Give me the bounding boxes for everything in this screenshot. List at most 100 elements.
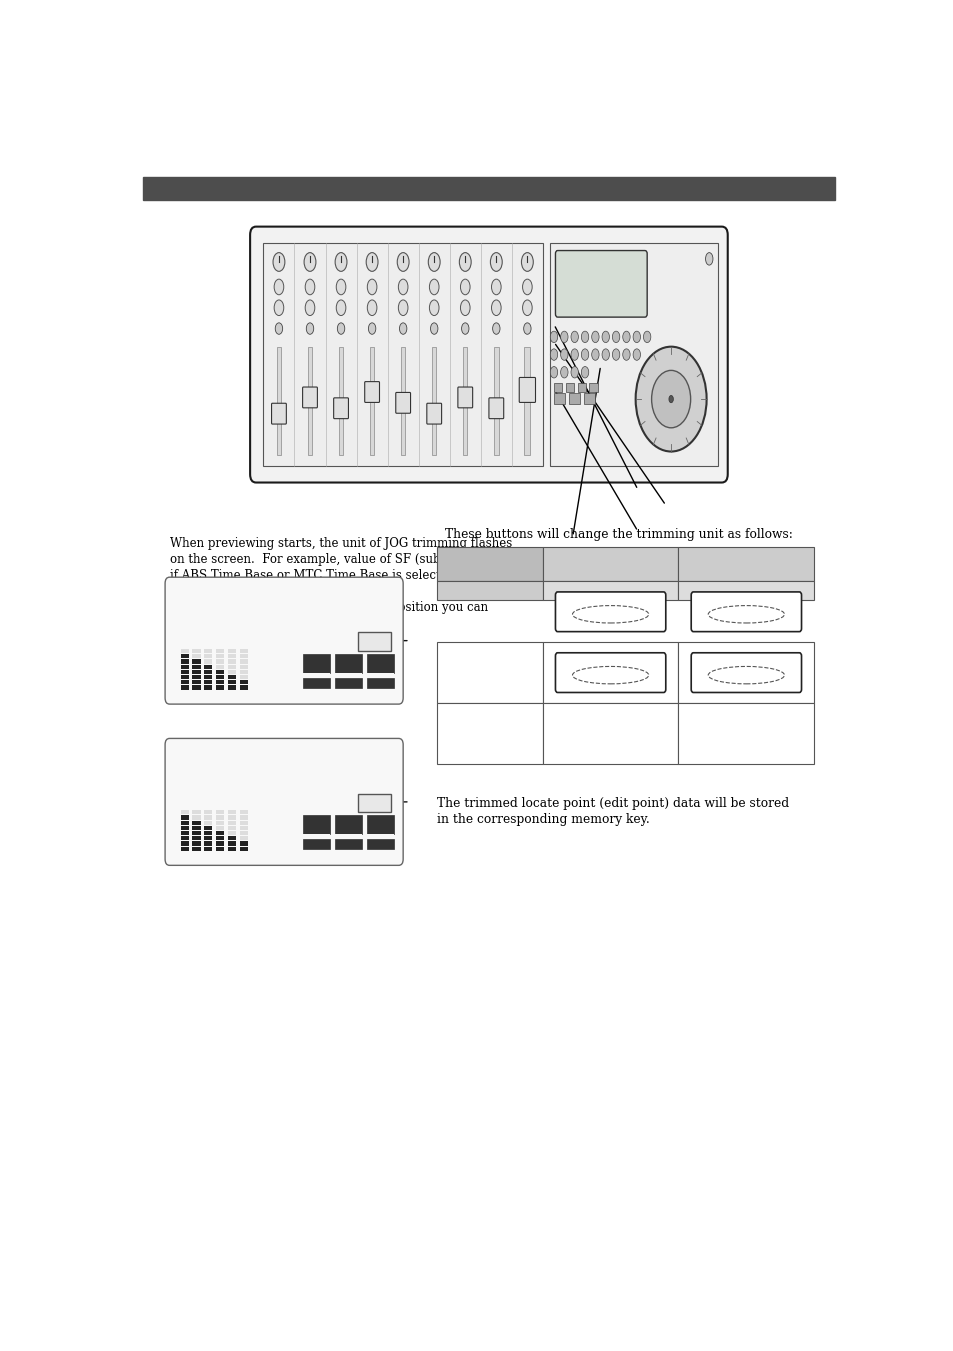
Ellipse shape	[522, 300, 532, 316]
Ellipse shape	[430, 323, 437, 334]
Bar	[335, 834, 361, 839]
Ellipse shape	[337, 323, 344, 334]
Ellipse shape	[492, 323, 499, 334]
FancyBboxPatch shape	[395, 392, 410, 413]
Text: on the screen.  For example, value of SF (sub-frame) flashes: on the screen. For example, value of SF …	[170, 553, 529, 566]
Bar	[228, 831, 235, 835]
Bar	[367, 678, 394, 688]
Ellipse shape	[367, 280, 376, 295]
Ellipse shape	[306, 323, 314, 334]
Bar	[193, 676, 200, 680]
Bar	[436, 703, 542, 763]
Text: -: -	[275, 831, 278, 840]
FancyBboxPatch shape	[691, 653, 801, 693]
Bar	[367, 815, 394, 834]
Bar	[193, 831, 200, 835]
Bar	[367, 673, 394, 677]
Ellipse shape	[591, 349, 598, 361]
FancyBboxPatch shape	[250, 227, 727, 482]
Ellipse shape	[429, 300, 438, 316]
Bar	[228, 654, 235, 658]
Bar	[180, 680, 189, 685]
Ellipse shape	[601, 349, 609, 361]
Bar	[228, 685, 235, 689]
Bar	[335, 678, 361, 688]
Bar	[180, 654, 189, 658]
Bar	[193, 670, 200, 674]
Bar	[204, 842, 213, 846]
Bar	[228, 670, 235, 674]
Bar	[462, 347, 467, 455]
Ellipse shape	[560, 349, 567, 361]
Ellipse shape	[580, 349, 588, 361]
Bar	[180, 665, 189, 669]
Bar	[302, 834, 330, 839]
Ellipse shape	[491, 280, 500, 295]
Bar	[193, 659, 200, 663]
Ellipse shape	[368, 323, 375, 334]
Bar	[276, 347, 281, 455]
Text: -: -	[275, 670, 278, 680]
Bar	[204, 659, 213, 663]
Bar	[432, 347, 436, 455]
Ellipse shape	[428, 253, 439, 272]
Bar	[335, 654, 361, 673]
Ellipse shape	[622, 331, 630, 343]
Bar	[216, 836, 224, 840]
Ellipse shape	[651, 370, 690, 428]
Bar	[204, 825, 213, 830]
Ellipse shape	[523, 323, 531, 334]
Bar	[678, 581, 813, 600]
Bar	[239, 659, 248, 663]
Ellipse shape	[367, 300, 376, 316]
Text: 0: 0	[193, 796, 200, 808]
Ellipse shape	[550, 366, 558, 378]
Text: When previewing starts, the unit of JOG trimming flashes: When previewing starts, the unit of JOG …	[170, 536, 511, 550]
Bar	[193, 825, 200, 830]
Ellipse shape	[366, 253, 377, 272]
FancyBboxPatch shape	[302, 386, 317, 408]
Ellipse shape	[560, 366, 567, 378]
FancyBboxPatch shape	[165, 739, 403, 866]
Bar	[216, 648, 224, 653]
Bar	[542, 547, 678, 581]
Text: -: -	[255, 831, 258, 840]
Bar	[239, 811, 248, 815]
Bar	[370, 347, 374, 455]
Text: #0001: #0001	[183, 755, 241, 774]
Bar	[204, 680, 213, 685]
Bar	[228, 842, 235, 846]
Ellipse shape	[335, 300, 346, 316]
Text: 03: 03	[239, 796, 254, 808]
Bar	[302, 815, 330, 834]
Bar	[193, 680, 200, 685]
Bar	[204, 654, 213, 658]
Bar	[228, 680, 235, 685]
Bar	[204, 665, 213, 669]
Bar	[216, 825, 224, 830]
Bar	[180, 676, 189, 680]
FancyBboxPatch shape	[165, 577, 403, 704]
Bar	[524, 347, 530, 455]
Bar	[494, 347, 498, 455]
Text: These buttons will change the trimming unit as follows:: These buttons will change the trimming u…	[444, 528, 792, 542]
Bar	[239, 816, 248, 820]
Text: in the corresponding memory key.: in the corresponding memory key.	[436, 813, 649, 827]
Ellipse shape	[460, 280, 470, 295]
Bar	[367, 839, 394, 848]
Ellipse shape	[460, 300, 470, 316]
Bar	[239, 676, 248, 680]
Text: -: -	[288, 831, 292, 840]
Text: trim.: trim.	[170, 617, 198, 630]
Bar	[678, 703, 813, 763]
Bar	[180, 648, 189, 653]
FancyBboxPatch shape	[555, 592, 665, 632]
Bar	[678, 547, 813, 581]
Bar	[565, 382, 574, 392]
Bar	[193, 836, 200, 840]
Ellipse shape	[622, 349, 630, 361]
Bar	[239, 654, 248, 658]
FancyBboxPatch shape	[272, 403, 286, 424]
Bar	[204, 831, 213, 835]
Ellipse shape	[571, 366, 578, 378]
